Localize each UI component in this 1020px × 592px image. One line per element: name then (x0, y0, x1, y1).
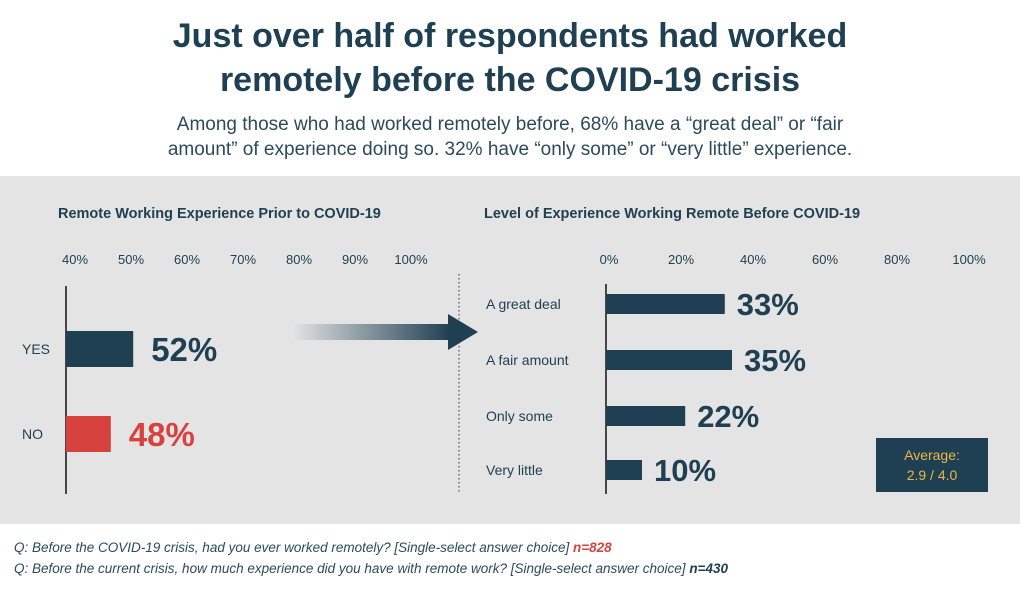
arrow-icon (292, 314, 478, 350)
right-bars: A great deal 33% A fair amount 35% Only some… (486, 287, 806, 488)
right-bar (606, 294, 725, 314)
right-tick-label: 60% (812, 252, 838, 267)
right-value-label: 22% (697, 399, 759, 434)
subtitle: Among those who had worked remotely befo… (0, 112, 1020, 162)
charts-svg: Remote Working Experience Prior to COVID… (22, 206, 988, 494)
subtitle-line-1: Among those who had worked remotely befo… (176, 114, 844, 135)
left-value-label: 48% (129, 416, 195, 453)
chart-panel: Remote Working Experience Prior to COVID… (0, 176, 1020, 524)
right-value-label: 10% (654, 453, 716, 488)
average-label: Average: (904, 447, 960, 463)
left-chart-title: Remote Working Experience Prior to COVID… (58, 206, 381, 222)
left-category-label: NO (22, 426, 43, 442)
right-category-label: A great deal (486, 296, 561, 312)
right-value-label: 35% (744, 343, 806, 378)
footer-question-2: Q: Before the current crisis, how much e… (14, 561, 728, 576)
title-line-1: Just over half of respondents had worked (172, 17, 848, 55)
left-bar (66, 331, 134, 367)
right-tick-label: 80% (884, 252, 910, 267)
question-1-n: n=828 (573, 540, 612, 555)
right-tick-label: 20% (668, 252, 694, 267)
footer-question-1: Q: Before the COVID-19 crisis, had you e… (14, 540, 612, 555)
left-tick-label: 90% (342, 252, 368, 267)
right-category-label: Very little (486, 462, 543, 478)
page-title: Just over half of respondents had worked… (0, 14, 1020, 102)
right-tick-labels: 0% 20% 40% 60% 80% 100% (600, 252, 986, 267)
right-bar (606, 460, 642, 480)
left-tick-label: 100% (394, 252, 428, 267)
right-bar (606, 350, 732, 370)
left-tick-labels: 40% 50% 60% 70% 80% 90% 100% (62, 252, 428, 267)
right-tick-label: 100% (952, 252, 986, 267)
right-category-label: Only some (486, 408, 553, 424)
average-box: Average: 2.9 / 4.0 (876, 438, 988, 492)
left-tick-label: 70% (230, 252, 256, 267)
right-bar (606, 406, 686, 426)
right-tick-label: 40% (740, 252, 766, 267)
question-2-n: n=430 (689, 561, 728, 576)
question-2-text: Q: Before the current crisis, how much e… (14, 561, 690, 576)
left-tick-label: 50% (118, 252, 144, 267)
average-value: 2.9 / 4.0 (907, 467, 958, 483)
left-bars: YES 52% NO 48% (22, 331, 217, 453)
left-tick-label: 60% (174, 252, 200, 267)
left-tick-label: 80% (286, 252, 312, 267)
left-category-label: YES (22, 341, 50, 357)
right-category-label: A fair amount (486, 352, 569, 368)
right-value-label: 33% (737, 287, 799, 322)
right-chart-title: Level of Experience Working Remote Befor… (484, 206, 860, 222)
left-value-label: 52% (151, 331, 217, 368)
subtitle-line-2: amount” of experience doing so. 32% have… (167, 139, 853, 160)
title-line-2: remotely before the COVID-19 crisis (219, 61, 801, 99)
question-1-text: Q: Before the COVID-19 crisis, had you e… (14, 540, 573, 555)
left-tick-label: 40% (62, 252, 88, 267)
right-tick-label: 0% (600, 252, 619, 267)
left-bar (66, 416, 111, 452)
